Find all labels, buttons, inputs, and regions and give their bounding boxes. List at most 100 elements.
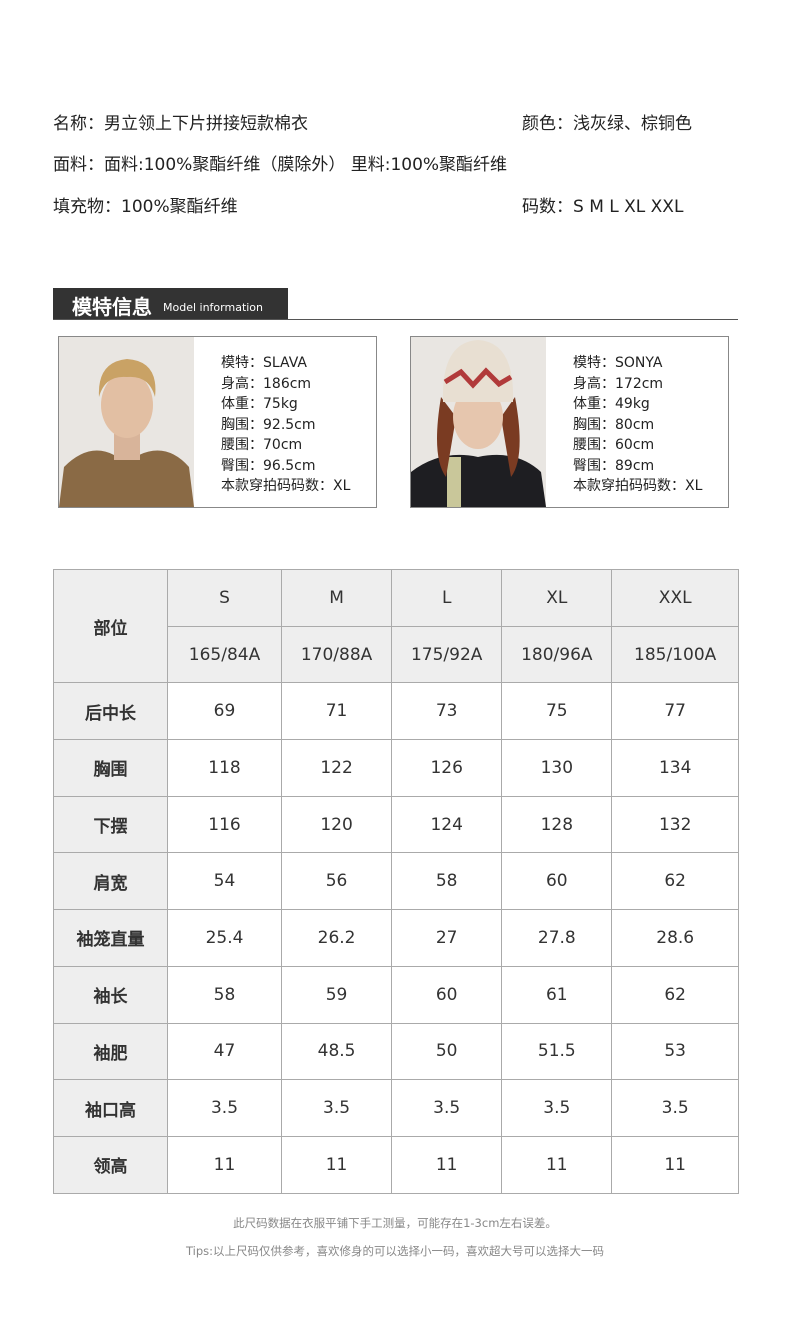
table-cell: 134 [611,739,739,797]
size-header: S [167,569,282,627]
table-cell: 28.6 [611,909,739,967]
table-cell: 26.2 [280,909,393,967]
table-row: 袖口高 3.5 3.5 3.5 3.5 3.5 [53,1079,739,1137]
table-cell: 25.4 [167,909,282,967]
table-cell: 132 [611,795,739,854]
table-cell: 61 [501,965,613,1024]
table-cell: 3.5 [280,1079,393,1137]
table-cell: 128 [501,795,613,854]
table-cell: 124 [391,795,503,854]
table-cell: 54 [167,852,282,911]
model-stat-line: 体重：75kg [221,396,298,412]
table-cell: 130 [501,739,613,797]
model-stat-line: 臀围：96.5cm [221,457,316,474]
table-cell: 11 [501,1135,613,1194]
model-stat-line: 本款穿拍码码数：XL [221,478,351,494]
table-cell: 60 [391,965,503,1024]
model-stat-line: 臀围：89cm [573,457,655,474]
product-filling: 填充物：100%聚酯纤维 [53,197,238,217]
row-label: 袖肥 [53,1022,168,1081]
model-stat-line: 胸围：92.5cm [221,416,316,433]
table-cell: 58 [391,852,503,911]
model-stat-line: 本款穿拍码码数：XL [573,478,703,494]
model-stat-line: 身高：186cm [221,375,312,392]
table-cell: 118 [167,739,282,797]
row-label: 下摆 [53,795,168,854]
table-cell: 11 [167,1135,282,1194]
model-stat-line: 腰围：60cm [573,437,655,453]
table-cell: 3.5 [501,1079,613,1137]
table-row: 后中长 69 71 73 75 77 [53,682,739,741]
section-header-model-info: 模特信息 Model information [53,288,288,319]
section-title-cn: 模特信息 [72,295,152,319]
table-cell: 27 [391,909,503,967]
table-cell: 120 [280,795,393,854]
table-row: 肩宽 54 56 58 60 62 [53,852,739,911]
model-photo [59,337,194,507]
table-cell: 62 [611,852,739,911]
table-cell: 3.5 [391,1079,503,1137]
table-cell: 56 [280,852,393,911]
section-divider [53,319,738,320]
table-cell: 58 [167,965,282,1024]
product-fabric: 面料：面料:100%聚酯纤维（膜除外） 里料:100%聚酯纤维 [53,155,508,175]
table-row: 袖长 58 59 60 61 62 [53,965,739,1024]
table-cell: 60 [501,852,613,911]
size-header: L [391,569,503,627]
product-name: 名称：男立领上下片拼接短款棉衣 [53,114,308,134]
table-row: 袖肥 47 48.5 50 51.5 53 [53,1022,739,1081]
table-row: 领高 11 11 11 11 11 [53,1135,739,1194]
size-tips: Tips:以上尺码仅供参考，喜欢修身的可以选择小一码，喜欢超大号可以选择大一码 [185,1244,605,1258]
size-header: XL [501,569,613,627]
table-row: 下摆 116 120 124 128 132 [53,795,739,854]
table-cell: 77 [611,682,739,741]
product-color: 颜色：浅灰绿、棕铜色 [522,114,692,134]
size-header: XXL [611,569,739,627]
table-cell: 11 [611,1135,739,1194]
row-label: 领高 [53,1135,168,1194]
corner-header: 部位 [53,568,168,684]
spec-header: 185/100A [611,625,739,684]
model-stats: 模特：SONYA 身高：172cm 体重：49kg 胸围：80cm 腰围：60cm 臀围：… [573,353,702,497]
spec-header: 165/84A [167,625,282,684]
spec-header: 180/96A [501,625,613,684]
table-cell: 73 [391,682,503,741]
size-table: 部位 S M L XL XXL 165/84A 170/88A 175/92A 180/96A 18… [53,568,739,1194]
table-cell: 126 [391,739,503,797]
table-cell: 75 [501,682,613,741]
table-cell: 3.5 [611,1079,739,1137]
table-cell: 27.8 [501,909,613,967]
model-photo [411,337,546,507]
table-cell: 51.5 [501,1022,613,1081]
table-row: 胸围 118 122 126 130 134 [53,739,739,797]
table-cell: 116 [167,795,282,854]
measurement-note: 此尺码数据在衣服平铺下手工测量，可能存在1-3cm左右误差。 [233,1216,557,1230]
model-stat-line: 腰围：70cm [221,437,303,453]
model-stats: 模特：SLAVA 身高：186cm 体重：75kg 胸围：92.5cm 腰围：70cm 臀… [221,353,350,497]
model-stat-line: 模特：SLAVA [221,355,307,371]
table-cell: 122 [280,739,393,797]
size-header: M [280,569,393,627]
table-cell: 62 [611,965,739,1024]
model-card-sonya: 模特：SONYA 身高：172cm 体重：49kg 胸围：80cm 腰围：60cm 臀围：… [410,336,729,508]
model-card-slava: 模特：SLAVA 身高：186cm 体重：75kg 胸围：92.5cm 腰围：70cm 臀… [58,336,377,508]
table-header-row: 部位 S M L XL XXL [53,568,739,684]
row-label: 袖长 [53,965,168,1024]
model-stat-line: 身高：172cm [573,375,664,392]
table-spec-row: 165/84A 170/88A 175/92A 180/96A 185/100A [54,625,739,684]
row-label: 胸围 [53,739,168,797]
row-label: 袖口高 [53,1079,168,1137]
table-cell: 11 [391,1135,503,1194]
table-cell: 50 [391,1022,503,1081]
row-label: 后中长 [53,682,168,741]
section-title-en: Model information [163,301,264,314]
row-label: 袖笼直量 [53,909,168,967]
table-cell: 48.5 [280,1022,393,1081]
table-cell: 59 [280,965,393,1024]
spec-header: 175/92A [391,625,503,684]
model-stat-line: 模特：SONYA [573,355,663,371]
table-cell: 3.5 [167,1079,282,1137]
model-stat-line: 体重：49kg [573,396,650,412]
table-row: 袖笼直量 25.4 26.2 27 27.8 28.6 [53,909,739,967]
